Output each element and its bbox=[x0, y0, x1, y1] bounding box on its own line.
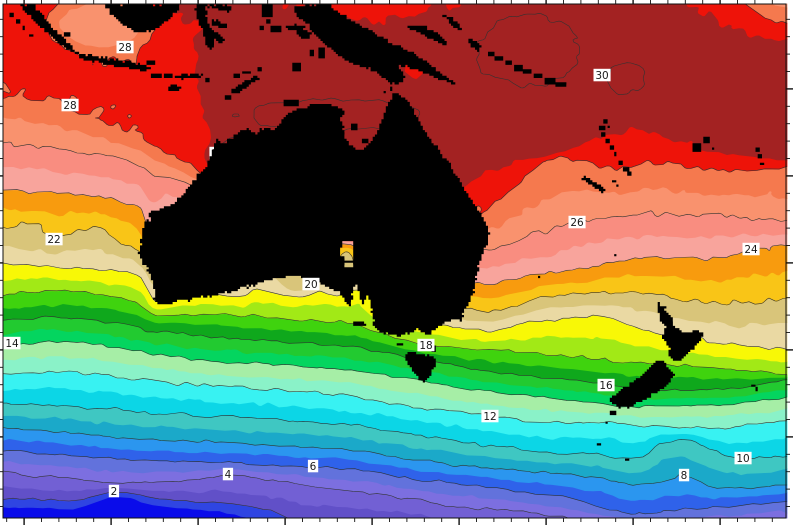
contour-label: 26 bbox=[568, 215, 586, 229]
contour-label: 28 bbox=[61, 98, 79, 112]
contour-label: 2 bbox=[108, 484, 120, 498]
map-frame bbox=[2, 3, 787, 519]
contour-label-text: 28 bbox=[118, 42, 131, 54]
contour-label: 22 bbox=[45, 232, 63, 246]
contour-line-6 bbox=[2, 449, 788, 515]
contour-line-2 bbox=[2, 491, 288, 519]
contour-label-text: 6 bbox=[310, 461, 317, 473]
contour-label-text: 30 bbox=[595, 70, 608, 82]
contour-label-box bbox=[45, 232, 63, 246]
contour-label-text: 12 bbox=[483, 411, 496, 423]
contour-label-text: 8 bbox=[681, 470, 688, 482]
contour-label: 16 bbox=[597, 378, 615, 392]
contour-line-10 bbox=[3, 402, 788, 460]
contour-line-14 bbox=[2, 340, 788, 409]
contour-label: 28 bbox=[116, 40, 134, 54]
contour-label: 10 bbox=[734, 451, 752, 465]
contour-label-box bbox=[417, 338, 435, 352]
contour-label: 14 bbox=[3, 336, 21, 350]
contour-label-text: 28 bbox=[63, 100, 76, 112]
contour-label-text: 26 bbox=[570, 217, 584, 229]
contour-label-text: 2 bbox=[111, 486, 118, 498]
contour-label-box bbox=[302, 277, 320, 291]
contour-label-box bbox=[734, 451, 752, 465]
contour-label-text: 14 bbox=[5, 338, 19, 350]
contour-label-box bbox=[222, 467, 234, 481]
contour-label-box bbox=[61, 98, 79, 112]
contour-label-box bbox=[742, 242, 760, 256]
contour-line-8 bbox=[2, 427, 788, 490]
contour-label-text: 20 bbox=[304, 279, 317, 291]
contour-label-text: 24 bbox=[744, 244, 758, 256]
contour-label-box bbox=[678, 468, 690, 482]
contour-label-box bbox=[597, 378, 615, 392]
contour-label-box bbox=[108, 484, 120, 498]
contour-label: 24 bbox=[742, 242, 760, 256]
contour-line-18 bbox=[2, 289, 788, 375]
land-mask bbox=[9, 4, 765, 461]
contour-label: 4 bbox=[222, 467, 234, 481]
contour-label-box bbox=[116, 40, 134, 54]
contour-label-box bbox=[568, 215, 586, 229]
contour-label: 8 bbox=[678, 468, 690, 482]
contour-label-text: 10 bbox=[736, 453, 749, 465]
contour-label-text: 18 bbox=[419, 340, 432, 352]
contour-label-text: 16 bbox=[599, 380, 613, 392]
contour-label-box bbox=[307, 459, 319, 473]
contour-line-30 bbox=[216, 13, 646, 171]
contour-label-text: 22 bbox=[47, 234, 60, 246]
contour-label: 20 bbox=[302, 277, 320, 291]
contour-label: 12 bbox=[481, 409, 499, 423]
contour-label: 30 bbox=[593, 68, 611, 82]
contour-label-box bbox=[481, 409, 499, 423]
contour-line-12 bbox=[2, 370, 788, 430]
contour-label-box bbox=[593, 68, 611, 82]
contour-label-box bbox=[3, 336, 21, 350]
contour-label: 18 bbox=[417, 338, 435, 352]
contour-labels: 28 28 30 26 24 22 20 18 16 14 12 10 8 6 4 2 bbox=[3, 40, 760, 498]
contour-label-text: 4 bbox=[225, 469, 232, 481]
contour-label: 6 bbox=[307, 459, 319, 473]
